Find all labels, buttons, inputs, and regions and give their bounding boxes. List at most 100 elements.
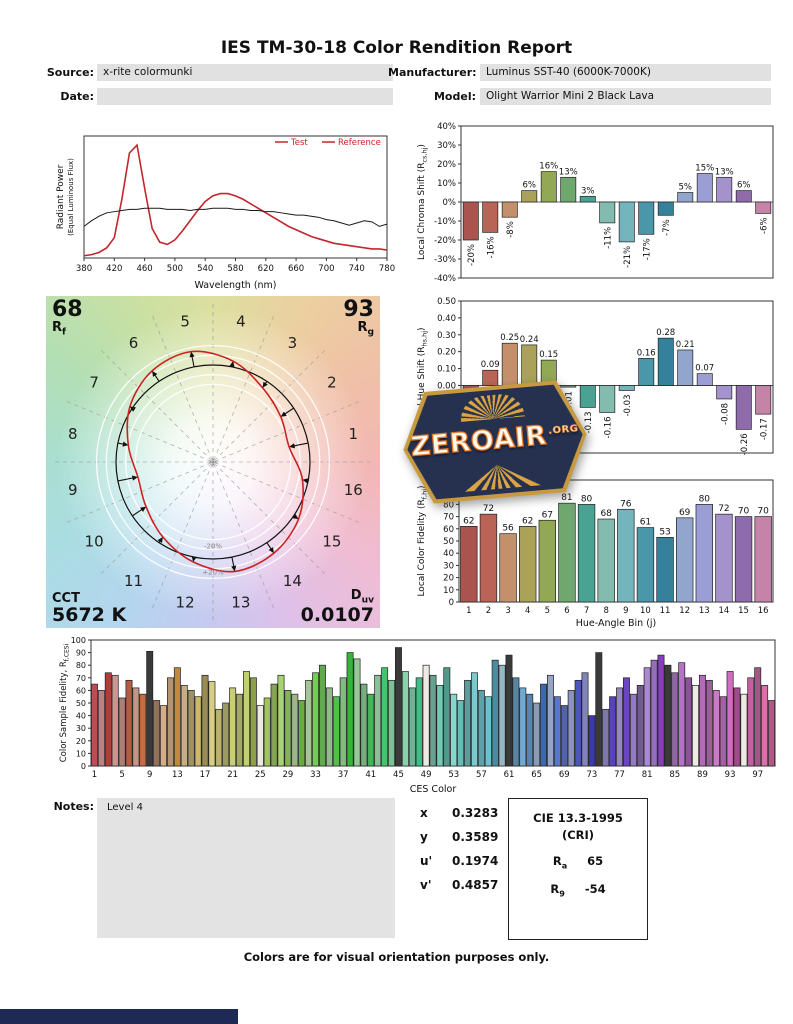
chroma-bar-10 <box>638 201 655 235</box>
svg-text:9: 9 <box>623 606 628 616</box>
svg-text:67: 67 <box>542 510 553 520</box>
ces-bar-3 <box>104 672 112 767</box>
ces-bar-19 <box>215 708 223 767</box>
svg-text:29: 29 <box>282 770 293 780</box>
ces-bar-64 <box>526 693 534 767</box>
svg-text:13%: 13% <box>559 167 578 177</box>
sunburst-icon <box>459 392 525 421</box>
svg-text:780: 780 <box>379 264 395 274</box>
ces-bar-89 <box>698 674 706 767</box>
svg-text:69: 69 <box>559 770 570 780</box>
hue-bar-14 <box>716 385 733 400</box>
svg-text:70: 70 <box>738 507 750 517</box>
ces-bar-1 <box>90 683 98 767</box>
svg-text:65: 65 <box>531 770 542 780</box>
bottom-accent-bar <box>0 1009 238 1024</box>
footer-note: Colors are for visual orientation purpos… <box>243 950 550 964</box>
ces-bar-36 <box>332 696 340 767</box>
ces-bar-47 <box>408 687 416 767</box>
ces-bar-76 <box>609 696 617 767</box>
zeroair-watermark: ZEROAIR.ORG <box>398 378 591 506</box>
svg-text:53: 53 <box>448 770 459 780</box>
hue-bar-13 <box>696 373 713 386</box>
spd-series-test <box>83 143 388 257</box>
chroma-bar-7 <box>579 195 596 203</box>
notes-label: Notes: <box>53 800 94 813</box>
svg-text:62: 62 <box>522 516 533 526</box>
svg-text:13%: 13% <box>715 167 734 177</box>
ces-bar-83 <box>657 654 665 767</box>
svg-text:740: 740 <box>349 264 365 274</box>
svg-text:-16%: -16% <box>486 236 496 258</box>
chromaticity-v-row: v' 0.4857 <box>420 878 499 892</box>
svg-text:14: 14 <box>719 606 730 616</box>
svg-text:70: 70 <box>443 513 454 523</box>
manufacturer-label: Manufacturer: <box>388 66 477 79</box>
svg-text:0.50: 0.50 <box>437 297 456 307</box>
hue-bar-3 <box>501 342 518 386</box>
svg-text:49: 49 <box>421 770 432 780</box>
ces-bar-50 <box>429 674 437 767</box>
cvg-bin-number-7: 7 <box>89 374 99 392</box>
chromaticity-x-row: x 0.3283 <box>420 806 499 820</box>
hue-bar-10 <box>638 358 655 386</box>
chroma-bar-5 <box>540 171 557 203</box>
ces-bar-16 <box>194 696 202 767</box>
svg-text:70: 70 <box>757 507 769 517</box>
svg-text:10: 10 <box>443 586 454 596</box>
svg-text:580: 580 <box>227 264 243 274</box>
svg-text:21: 21 <box>227 770 238 780</box>
ces-bar-94 <box>733 687 741 767</box>
hue-bar-4 <box>521 344 538 386</box>
rf-score: 68 Rf <box>52 297 83 338</box>
ces-bar-81 <box>643 667 651 767</box>
ces-bar-38 <box>346 652 354 767</box>
cct-value: CCT 5672 K <box>52 591 127 627</box>
ces-bar-31 <box>298 700 306 767</box>
ces-bar-75 <box>602 708 610 767</box>
ces-bar-17 <box>201 674 209 767</box>
svg-text:0.16: 0.16 <box>637 348 656 358</box>
chroma-bar-14 <box>716 176 733 203</box>
svg-text:5%: 5% <box>679 183 693 193</box>
ces-bar-96 <box>747 677 755 767</box>
ces-bar-70 <box>567 690 575 767</box>
svg-text:-21%: -21% <box>623 246 633 268</box>
hue-bar-15 <box>735 385 752 430</box>
cvg-bin-number-4: 4 <box>236 313 246 331</box>
cvg-bin-number-2: 2 <box>327 374 337 392</box>
hue-bar-16 <box>755 385 772 415</box>
fidelity-bar-8 <box>597 518 615 603</box>
svg-text:5: 5 <box>545 606 550 616</box>
svg-text:+20%: +20% <box>202 568 224 576</box>
ces-bar-68 <box>553 696 561 767</box>
hue-bar-6 <box>560 385 577 388</box>
source-value: x-rite colormunki <box>97 64 393 81</box>
ces-bar-29 <box>284 690 292 767</box>
ces-bar-13 <box>173 667 181 767</box>
cvg-bin-number-14: 14 <box>283 572 302 590</box>
svg-text:15: 15 <box>738 606 749 616</box>
ces-bar-12 <box>166 677 174 767</box>
svg-text:40: 40 <box>443 549 454 559</box>
svg-text:Hue-Angle Bin (j): Hue-Angle Bin (j) <box>576 618 657 629</box>
svg-text:6%: 6% <box>523 181 537 191</box>
ces-bar-22 <box>236 693 244 767</box>
svg-text:61: 61 <box>640 518 651 528</box>
ces-bar-24 <box>249 677 257 767</box>
hue-bar-7 <box>579 385 596 408</box>
chromaticity-u-row: u' 0.1974 <box>420 854 499 868</box>
spd-svg: 380 420 460 500 540 580 620 660 700 740 780 Test Ref… <box>56 135 395 291</box>
svg-text:0.30: 0.30 <box>437 331 456 341</box>
ces-bar-51 <box>436 685 444 767</box>
svg-text:13: 13 <box>699 606 710 616</box>
ra-row: Ra 65 <box>552 854 604 871</box>
chroma-bar-13 <box>696 173 713 203</box>
ces-bar-41 <box>367 693 375 767</box>
ces-bar-2 <box>97 690 105 767</box>
notes-box: Level 4 <box>97 798 395 938</box>
fidelity-bar-1 <box>460 526 478 603</box>
ces-bar-85 <box>671 672 679 767</box>
svg-text:500: 500 <box>167 264 183 274</box>
